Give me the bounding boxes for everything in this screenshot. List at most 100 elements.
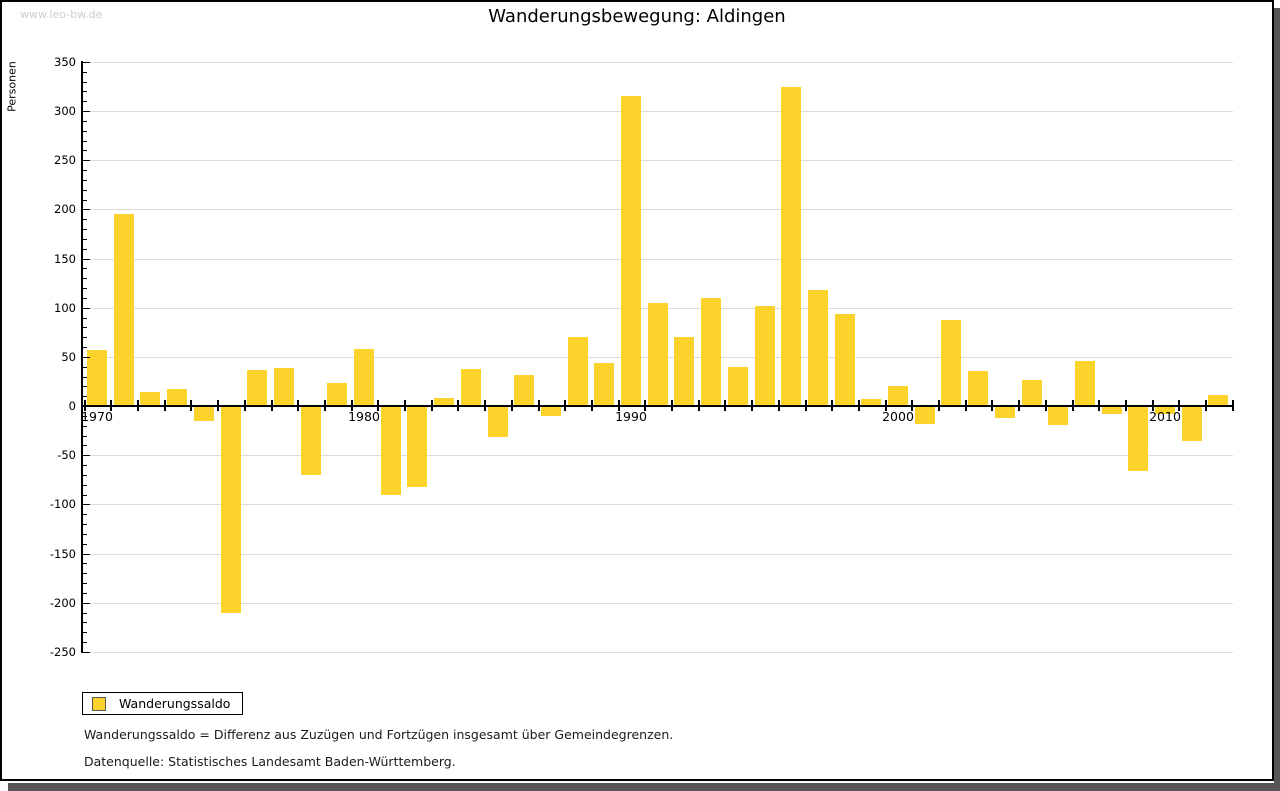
y-axis-tick xyxy=(82,229,87,230)
gridline xyxy=(82,652,1233,653)
gridline xyxy=(82,554,1233,555)
bar xyxy=(1155,406,1175,414)
y-axis-tick xyxy=(82,318,87,319)
bar xyxy=(941,320,961,406)
y-axis-tick xyxy=(82,180,87,181)
y-axis-tick xyxy=(82,337,87,338)
y-axis-tick xyxy=(82,622,87,623)
bar xyxy=(1208,395,1228,406)
bar xyxy=(755,306,775,406)
gridline xyxy=(82,259,1233,260)
x-axis-label: 1970 xyxy=(81,409,113,424)
x-axis-tick xyxy=(1232,400,1234,411)
y-axis-tick xyxy=(82,416,87,417)
y-axis-tick xyxy=(82,367,87,368)
footnote-source: Datenquelle: Statistisches Landesamt Bad… xyxy=(84,754,456,769)
y-axis-tick xyxy=(82,308,90,309)
bar xyxy=(915,406,935,424)
bar xyxy=(541,406,561,416)
bar xyxy=(381,406,401,495)
y-axis-tick xyxy=(82,121,87,122)
gridline xyxy=(82,504,1233,505)
y-axis-tick-label: 300 xyxy=(54,104,76,118)
y-axis-tick xyxy=(82,465,87,466)
y-axis-tick xyxy=(82,219,87,220)
bar xyxy=(1048,406,1068,425)
legend-label: Wanderungssaldo xyxy=(119,696,231,711)
y-axis-tick xyxy=(82,62,90,63)
y-axis-tick xyxy=(82,386,87,387)
gridline xyxy=(82,160,1233,161)
y-axis-tick xyxy=(82,485,87,486)
bar xyxy=(114,214,134,406)
page-shadow-bottom xyxy=(8,783,1280,791)
gridline xyxy=(82,603,1233,604)
y-axis-tick xyxy=(82,563,87,564)
bar xyxy=(488,406,508,437)
bar xyxy=(995,406,1015,418)
bar xyxy=(140,392,160,406)
y-axis-tick-label: 50 xyxy=(61,350,76,364)
y-axis-tick xyxy=(82,327,87,328)
x-axis-label: 1980 xyxy=(348,409,380,424)
y-axis-title: Personen xyxy=(5,61,19,112)
y-axis-tick xyxy=(82,239,87,240)
bar xyxy=(888,386,908,406)
y-axis-tick-label: 350 xyxy=(54,55,76,69)
y-axis-tick-label: -50 xyxy=(57,448,76,462)
bar xyxy=(781,87,801,406)
y-axis-tick xyxy=(82,111,90,112)
y-axis-tick xyxy=(82,200,87,201)
gridline xyxy=(82,62,1233,63)
bar xyxy=(194,406,214,421)
y-axis-tick-label: 100 xyxy=(54,301,76,315)
x-axis-label: 2000 xyxy=(882,409,914,424)
bar xyxy=(568,337,588,406)
y-axis-tick xyxy=(82,72,87,73)
y-axis-tick xyxy=(82,170,87,171)
y-axis-tick xyxy=(82,554,90,555)
y-axis-line xyxy=(81,61,83,653)
y-axis-tick xyxy=(82,603,90,604)
y-axis-tick xyxy=(82,583,87,584)
y-axis-tick xyxy=(82,524,87,525)
bar xyxy=(327,383,347,406)
y-axis-tick-label: 200 xyxy=(54,202,76,216)
y-axis-tick xyxy=(82,642,87,643)
y-axis-tick xyxy=(82,652,90,653)
y-axis-tick xyxy=(82,504,90,505)
y-axis-tick xyxy=(82,495,87,496)
y-axis-tick xyxy=(82,455,90,456)
y-axis-tick xyxy=(82,150,87,151)
y-axis-tick xyxy=(82,288,87,289)
bar xyxy=(728,367,748,406)
bar xyxy=(1182,406,1202,441)
y-axis-tick xyxy=(82,396,87,397)
y-axis-tick xyxy=(82,436,87,437)
gridline xyxy=(82,455,1233,456)
y-axis-tick xyxy=(82,268,87,269)
bar xyxy=(87,350,107,406)
y-axis-tick-label: -100 xyxy=(49,497,76,511)
y-axis-tick-label: -150 xyxy=(49,547,76,561)
y-axis-tick xyxy=(82,347,87,348)
bar xyxy=(354,349,374,406)
bar xyxy=(594,363,614,406)
bar xyxy=(808,290,828,406)
bar xyxy=(835,314,855,406)
y-axis-tick xyxy=(82,593,87,594)
y-axis-tick xyxy=(82,82,87,83)
y-axis-tick xyxy=(82,514,87,515)
watermark: www.leo-bw.de xyxy=(20,8,103,21)
y-axis-tick-label: 0 xyxy=(68,399,76,413)
bar xyxy=(648,303,668,406)
y-axis-tick xyxy=(82,209,90,210)
x-axis-label: 2010 xyxy=(1149,409,1181,424)
legend-swatch-icon xyxy=(92,696,106,711)
gridline xyxy=(82,111,1233,112)
y-axis-tick xyxy=(82,190,87,191)
y-axis-tick xyxy=(82,101,87,102)
bar xyxy=(621,96,641,406)
y-axis-tick xyxy=(82,298,87,299)
